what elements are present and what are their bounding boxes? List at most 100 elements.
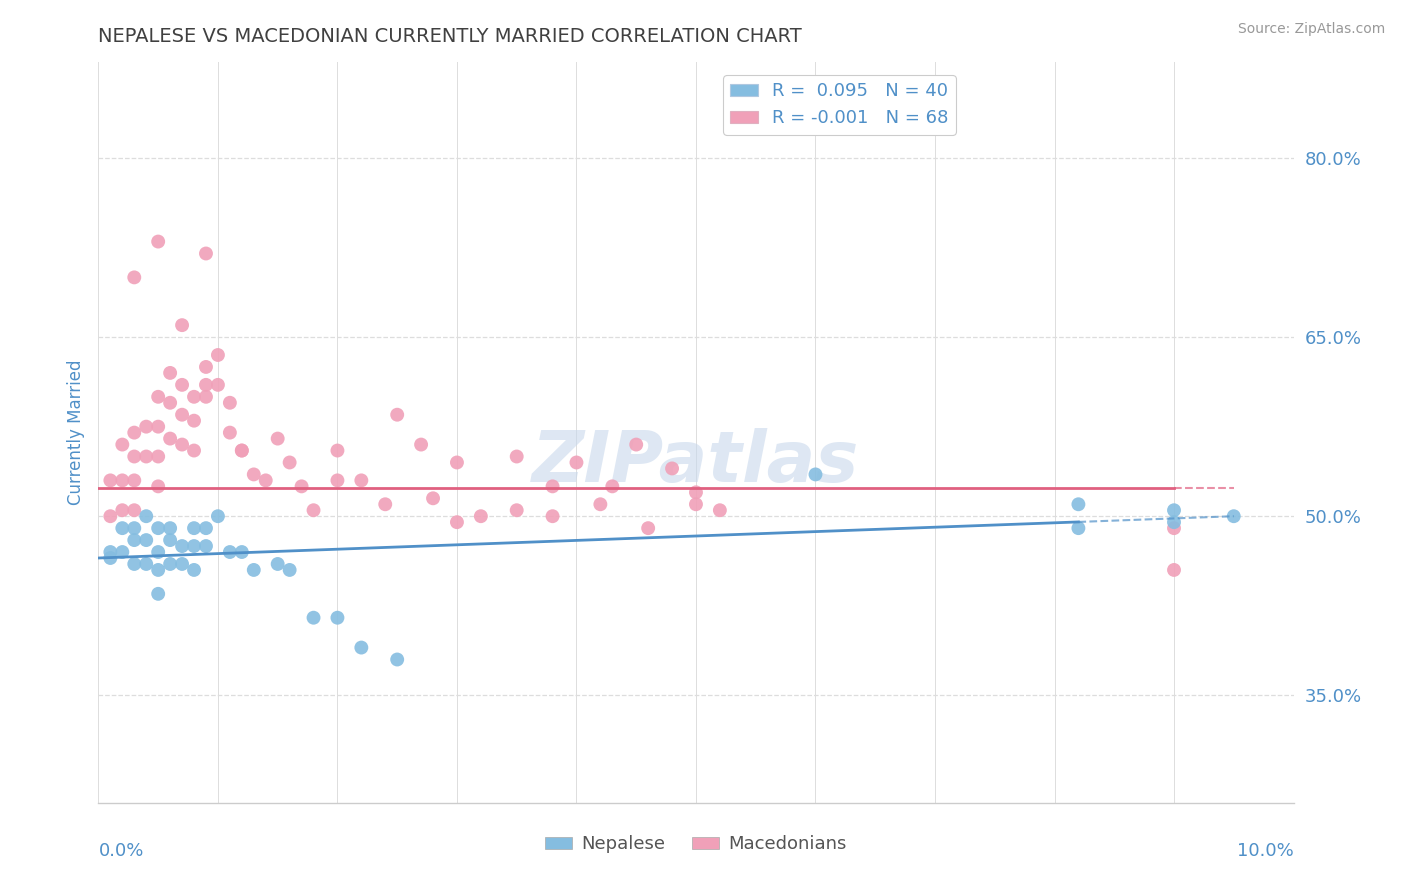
Point — [267, 557, 290, 571]
Point — [124, 533, 146, 547]
Point — [385, 408, 409, 422]
Point — [231, 545, 253, 559]
Point — [124, 503, 146, 517]
Point — [243, 467, 266, 482]
Point — [278, 455, 301, 469]
Point — [219, 396, 242, 410]
Point — [148, 419, 170, 434]
Point — [195, 390, 218, 404]
Point — [159, 432, 181, 446]
Point — [326, 610, 349, 624]
Point — [124, 474, 146, 488]
Point — [350, 474, 373, 488]
Point — [159, 396, 181, 410]
Point — [291, 479, 314, 493]
Point — [207, 377, 229, 392]
Point — [326, 474, 349, 488]
Point — [135, 557, 157, 571]
Text: ZIPatlas: ZIPatlas — [533, 428, 859, 497]
Point — [207, 509, 229, 524]
Point — [709, 503, 731, 517]
Point — [685, 485, 707, 500]
Point — [231, 443, 253, 458]
Point — [207, 348, 229, 362]
Point — [148, 587, 170, 601]
Point — [1163, 563, 1185, 577]
Point — [219, 545, 242, 559]
Y-axis label: Currently Married: Currently Married — [66, 359, 84, 506]
Point — [565, 455, 588, 469]
Point — [111, 474, 134, 488]
Point — [135, 450, 157, 464]
Point — [350, 640, 373, 655]
Point — [243, 563, 266, 577]
Text: NEPALESE VS MACEDONIAN CURRENTLY MARRIED CORRELATION CHART: NEPALESE VS MACEDONIAN CURRENTLY MARRIED… — [98, 27, 803, 45]
Point — [183, 443, 205, 458]
Point — [159, 533, 181, 547]
Point — [446, 515, 468, 529]
Point — [183, 563, 205, 577]
Point — [172, 557, 194, 571]
Point — [267, 432, 290, 446]
Point — [541, 509, 564, 524]
Point — [183, 539, 205, 553]
Point — [111, 521, 134, 535]
Text: 10.0%: 10.0% — [1237, 842, 1294, 860]
Point — [195, 377, 218, 392]
Point — [98, 545, 122, 559]
Point — [148, 450, 170, 464]
Point — [470, 509, 492, 524]
Point — [98, 474, 122, 488]
Point — [172, 408, 194, 422]
Point — [195, 359, 218, 374]
Point — [135, 533, 157, 547]
Point — [254, 474, 277, 488]
Point — [111, 503, 134, 517]
Point — [1163, 503, 1185, 517]
Point — [1223, 509, 1246, 524]
Point — [219, 425, 242, 440]
Point — [172, 539, 194, 553]
Text: Source: ZipAtlas.com: Source: ZipAtlas.com — [1237, 22, 1385, 37]
Text: 0.0%: 0.0% — [98, 842, 143, 860]
Point — [148, 390, 170, 404]
Point — [302, 610, 325, 624]
Point — [111, 545, 134, 559]
Point — [506, 503, 529, 517]
Point — [98, 509, 122, 524]
Point — [626, 437, 648, 451]
Point — [148, 545, 170, 559]
Point — [1163, 515, 1185, 529]
Point — [302, 503, 325, 517]
Point — [172, 437, 194, 451]
Point — [685, 497, 707, 511]
Point — [374, 497, 396, 511]
Point — [124, 270, 146, 285]
Point — [506, 450, 529, 464]
Point — [589, 497, 612, 511]
Point — [148, 479, 170, 493]
Point — [411, 437, 433, 451]
Point — [195, 539, 218, 553]
Point — [124, 557, 146, 571]
Point — [195, 246, 218, 260]
Point — [1067, 521, 1090, 535]
Point — [135, 419, 157, 434]
Point — [541, 479, 564, 493]
Point — [661, 461, 683, 475]
Point — [124, 521, 146, 535]
Point — [148, 235, 170, 249]
Point — [159, 366, 181, 380]
Point — [183, 521, 205, 535]
Point — [148, 563, 170, 577]
Point — [172, 318, 194, 333]
Point — [148, 521, 170, 535]
Point — [135, 509, 157, 524]
Point — [1163, 521, 1185, 535]
Point — [602, 479, 624, 493]
Point — [637, 521, 659, 535]
Legend: Nepalese, Macedonians: Nepalese, Macedonians — [538, 828, 853, 861]
Point — [385, 652, 409, 666]
Point — [159, 557, 181, 571]
Point — [278, 563, 301, 577]
